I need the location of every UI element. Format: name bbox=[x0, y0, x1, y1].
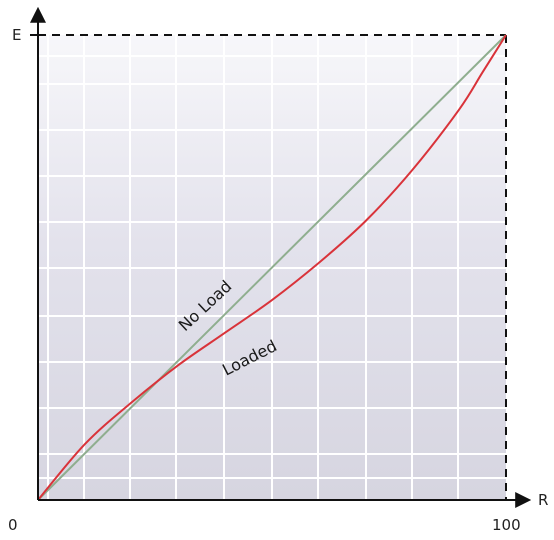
x-tick-label-100: 100 bbox=[492, 516, 521, 534]
x-tick-label-0: 0 bbox=[8, 516, 18, 534]
no-load-line bbox=[37, 34, 507, 501]
y-axis-label: E bbox=[12, 26, 21, 44]
loaded-curve bbox=[37, 34, 507, 501]
x-axis-label: R bbox=[538, 491, 548, 509]
grid bbox=[38, 35, 506, 500]
